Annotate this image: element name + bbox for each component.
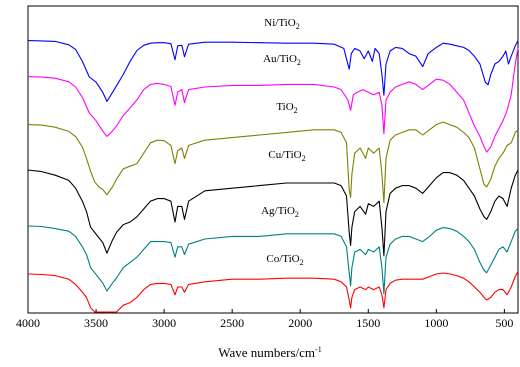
- series-label-tio2: TiO2: [276, 101, 297, 115]
- x-tick-label-1500: 1500: [356, 316, 380, 330]
- series-line-ag-tio2: [27, 225, 519, 295]
- x-axis-tick-labels: 4000 3500 3000 2500 2000 1500 1000 500: [16, 316, 513, 330]
- series-label-ag-tio2: Ag/TiO2: [261, 205, 299, 219]
- x-tick-label-3000: 3000: [152, 316, 176, 330]
- x-tick-label-500: 500: [495, 316, 513, 330]
- plot-frame: [27, 5, 519, 314]
- series-label-co-tio2: Co/TiO2: [266, 253, 303, 267]
- x-tick-label-3500: 3500: [84, 316, 108, 330]
- series-lines: [27, 40, 519, 313]
- x-tick-label-2000: 2000: [288, 316, 312, 330]
- series-label-cu-tio2: Cu/TiO2: [268, 149, 305, 163]
- x-axis-ticks: [27, 309, 505, 313]
- x-tick-label-2500: 2500: [220, 316, 244, 330]
- series-line-ni-tio2: [27, 40, 519, 102]
- series-line-au-tio2: [27, 47, 519, 153]
- x-axis-title: Wave numbers/cm-1: [218, 345, 321, 360]
- x-tick-label-1000: 1000: [424, 316, 448, 330]
- series-line-co-tio2: [27, 271, 519, 313]
- series-label-ni-tio2: Ni/TiO2: [264, 17, 299, 31]
- x-tick-label-4000: 4000: [16, 316, 40, 330]
- series-line-tio2: [27, 121, 519, 204]
- series-labels: Ni/TiO2 Au/TiO2 TiO2 Cu/TiO2 Ag/TiO2 Co/TiO2: [261, 17, 306, 267]
- series-label-au-tio2: Au/TiO2: [263, 53, 301, 67]
- series-line-cu-tio2: [27, 169, 519, 257]
